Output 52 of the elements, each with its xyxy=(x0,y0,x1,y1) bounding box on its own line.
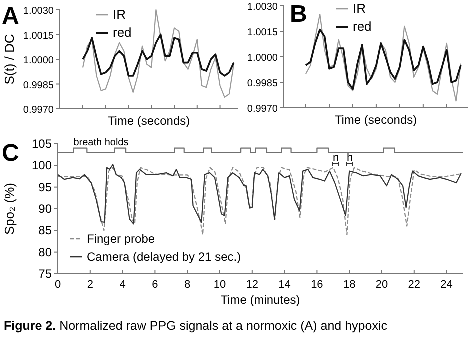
y-tick-label: 75 xyxy=(38,267,52,281)
y-tick-label: 1.0015 xyxy=(23,30,54,42)
y-tick-label: 80 xyxy=(38,245,52,260)
x-tick-label: 14 xyxy=(278,279,291,291)
y-tick-label: 1.0000 xyxy=(23,56,54,66)
legend-label: Finger probe xyxy=(87,232,156,246)
x-tick-label: 6 xyxy=(152,279,158,291)
line-series xyxy=(82,9,235,98)
x-axis-title: Time (seconds) xyxy=(334,113,418,127)
y-tick-label: 1.0030 xyxy=(23,6,54,17)
x-tick-label: 8 xyxy=(184,279,191,291)
y-tick-label: 85 xyxy=(38,224,52,238)
y-tick-label: 1.0030 xyxy=(247,2,278,13)
annotation: h xyxy=(346,152,354,164)
annotation: n xyxy=(332,152,340,164)
y-tick-label: 100 xyxy=(32,158,52,173)
caption: Figure 2. Normalized raw PPG signals at a normoxic (A) and hypoxic xyxy=(4,319,388,333)
legend-label: IR xyxy=(353,1,366,16)
y-tick-label: 0.9985 xyxy=(23,80,54,92)
x-tick-label: 18 xyxy=(343,279,356,291)
x-axis-title: Time (minutes) xyxy=(220,293,300,307)
series-label: breath holds xyxy=(74,137,129,148)
y-tick-label: 1.0000 xyxy=(247,53,278,64)
x-tick-label: 16 xyxy=(311,279,324,291)
y-tick-label: 0.9970 xyxy=(23,105,54,116)
y-axis-title: Spo₂ (%) xyxy=(2,182,17,236)
y-tick-label: 105 xyxy=(32,137,52,151)
line-series xyxy=(305,14,462,102)
x-tick-label: 10 xyxy=(214,279,226,291)
y-tick-label: 0.9985 xyxy=(247,78,278,90)
x-tick-label: 0 xyxy=(54,279,62,291)
y-tick-label: 95 xyxy=(38,180,52,194)
x-tick-label: 4 xyxy=(120,279,126,291)
y-tick-label: 90 xyxy=(38,202,52,216)
y-tick-label: 0.9970 xyxy=(247,104,278,115)
y-axis-title: S(t) / DC xyxy=(2,34,17,85)
x-tick-label: 2 xyxy=(87,279,94,291)
x-tick-label: 22 xyxy=(408,279,421,291)
y-tick-label: 1.0015 xyxy=(247,28,278,38)
chart-title: C xyxy=(2,140,20,167)
x-tick-label: 24 xyxy=(440,279,453,291)
legend-label: red xyxy=(113,25,132,40)
chart-title: A xyxy=(2,3,20,30)
x-tick-label: 20 xyxy=(376,279,388,291)
x-axis-title: Time (seconds) xyxy=(108,114,190,128)
legend-label: Camera (delayed by 21 sec.) xyxy=(87,250,242,264)
chart-title: B xyxy=(290,1,308,28)
legend-label: IR xyxy=(113,7,126,22)
x-tick-label: 12 xyxy=(246,279,259,291)
line-series xyxy=(57,164,462,225)
legend-label: red xyxy=(353,19,372,34)
line-series xyxy=(57,167,460,236)
